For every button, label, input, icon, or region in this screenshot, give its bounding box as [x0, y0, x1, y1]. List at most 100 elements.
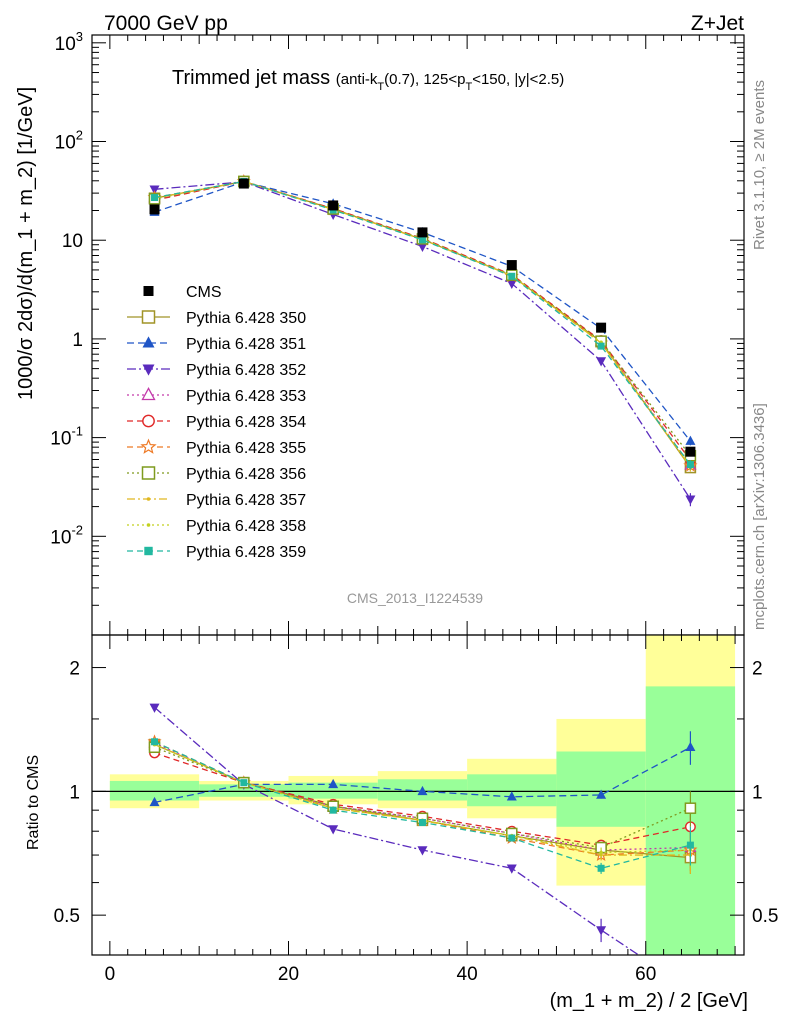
data-point	[149, 204, 160, 215]
main-y-tick-label: 103	[55, 29, 83, 55]
ratio-series-point	[418, 818, 426, 826]
ratio-series-point	[329, 806, 337, 814]
main-series-point	[685, 495, 696, 505]
main-series-point	[596, 357, 607, 367]
ratio-plot-group: 0.5 0.51 12 20 20 40 60	[54, 634, 778, 985]
data-point	[238, 178, 249, 189]
ratio-band-inner	[556, 751, 646, 827]
ratio-series-layer	[147, 703, 698, 955]
legend-label: Pythia 6.428 350	[186, 310, 306, 327]
main-series-point	[685, 435, 696, 445]
main-series-point	[151, 194, 159, 202]
watermark: CMS_2013_I1224539	[347, 590, 483, 606]
data-point	[506, 260, 517, 271]
main-series-point	[686, 461, 694, 469]
ratio-series-point	[417, 846, 428, 856]
legend-entry: Pythia 6.428 352	[127, 362, 306, 379]
main-series-point	[508, 272, 516, 280]
x-tick-label: 0	[105, 964, 116, 985]
legend-label: Pythia 6.428 358	[186, 518, 306, 535]
ratio-series-point	[597, 864, 605, 872]
legend-marker	[141, 466, 156, 480]
ratio-y-axis-title: Ratio to CMS	[25, 755, 42, 850]
legend-label: Pythia 6.428 357	[186, 492, 306, 509]
legend-label: Pythia 6.428 356	[186, 466, 306, 483]
main-series-point	[149, 185, 160, 195]
x-tick-label: 40	[457, 964, 478, 985]
ratio-y-tick-label: 2	[69, 659, 80, 680]
ratio-y-tick-label: 1	[69, 782, 80, 803]
legend-label: Pythia 6.428 359	[186, 544, 306, 561]
ratio-y-tick-label-right: 0.5	[752, 906, 778, 927]
ratio-series-point	[596, 926, 607, 936]
main-axes-layer: 10-2 10-1 1 10 102 103	[50, 29, 744, 636]
ratio-series-point	[506, 864, 517, 874]
legend-entry: Pythia 6.428 356	[127, 466, 306, 483]
ratio-band-inner	[467, 774, 557, 807]
ratio-series-point	[686, 841, 694, 849]
ratio-y-tick-label: 0.5	[54, 906, 80, 927]
legend-marker	[146, 523, 151, 527]
legend-entry: Pythia 6.428 350	[127, 310, 306, 327]
ratio-band-inner	[199, 784, 289, 797]
mcplots-label: mcplots.cern.ch [arXiv:1306.3436]	[751, 403, 768, 630]
main-y-tick-label: 102	[55, 128, 83, 154]
ratio-series-359	[151, 738, 694, 874]
main-y-tick-label: 10-1	[50, 424, 83, 450]
ratio-series-point	[328, 778, 339, 789]
legend-marker	[146, 497, 151, 501]
legend-entry: Pythia 6.428 351	[127, 336, 306, 353]
ratio-series-point	[685, 741, 696, 752]
ratio-series-point	[328, 825, 339, 835]
legend-entry: Pythia 6.428 354	[127, 414, 306, 431]
ratio-series-point	[506, 791, 517, 801]
data-point	[596, 322, 607, 333]
header-left: 7000 GeV pp	[104, 12, 228, 35]
ratio-plot-frame	[91, 634, 745, 956]
chart-title-main: Trimmed jet mass	[172, 67, 330, 89]
legend-marker	[140, 438, 157, 454]
x-tick-label: 60	[635, 964, 656, 985]
main-series-point	[418, 236, 426, 244]
legend-label: Pythia 6.428 355	[186, 440, 306, 457]
legend-label: Pythia 6.428 352	[186, 362, 306, 379]
ratio-series-point	[599, 850, 603, 855]
legend-marker	[141, 387, 156, 401]
legend-entry: Pythia 6.428 353	[127, 387, 306, 405]
legend-marker	[142, 336, 155, 348]
x-axis-title: (m_1 + m_2) / 2 [GeV]	[550, 990, 748, 1012]
ratio-y-tick-label-right: 2	[752, 659, 763, 680]
main-y-tick-label: 10-2	[50, 522, 83, 548]
main-y-tick-label: 1	[72, 330, 83, 351]
legend: CMS Pythia 6.428 350 Pythia 6.428 351 Pythi…	[127, 284, 306, 561]
main-data-points	[149, 178, 696, 457]
ratio-series-point	[596, 789, 607, 799]
legend-label: CMS	[186, 284, 222, 301]
ratio-series-point	[417, 785, 428, 796]
x-tick-label: 20	[278, 964, 299, 985]
ratio-y-tick-label-right: 1	[752, 782, 763, 803]
legend-entry: Pythia 6.428 359	[127, 544, 306, 561]
main-y-tick-label: 10	[62, 231, 83, 252]
main-series-layer	[147, 174, 698, 507]
ratio-series-point	[151, 738, 159, 746]
data-point	[328, 200, 339, 211]
y-axis-title: 1000/σ 2dσ)/d(m_1 + m_2) [1/GeV]	[15, 87, 37, 400]
legend-marker	[142, 414, 155, 428]
main-series-point	[597, 342, 605, 350]
legend-entry: Pythia 6.428 358	[127, 518, 306, 535]
legend-label: Pythia 6.428 351	[186, 336, 306, 353]
chart-title-details: (anti-kT(0.7), 125<pT<150, |y|<2.5)	[336, 71, 565, 93]
ratio-axes-layer: 0.5 0.51 12 20 20 40 60	[54, 635, 778, 985]
legend-entry: Pythia 6.428 355	[127, 438, 306, 457]
main-series-point	[417, 242, 428, 252]
legend-marker	[141, 310, 156, 324]
legend-label: Pythia 6.428 354	[186, 414, 306, 431]
chart-title: Trimmed jet mass (anti-kT(0.7), 125<pT<1…	[172, 67, 564, 93]
data-point	[417, 227, 428, 238]
header-right: Z+Jet	[691, 12, 744, 35]
legend-marker	[142, 364, 155, 376]
ratio-band-inner	[109, 780, 200, 801]
ratio-series-point	[508, 834, 516, 842]
